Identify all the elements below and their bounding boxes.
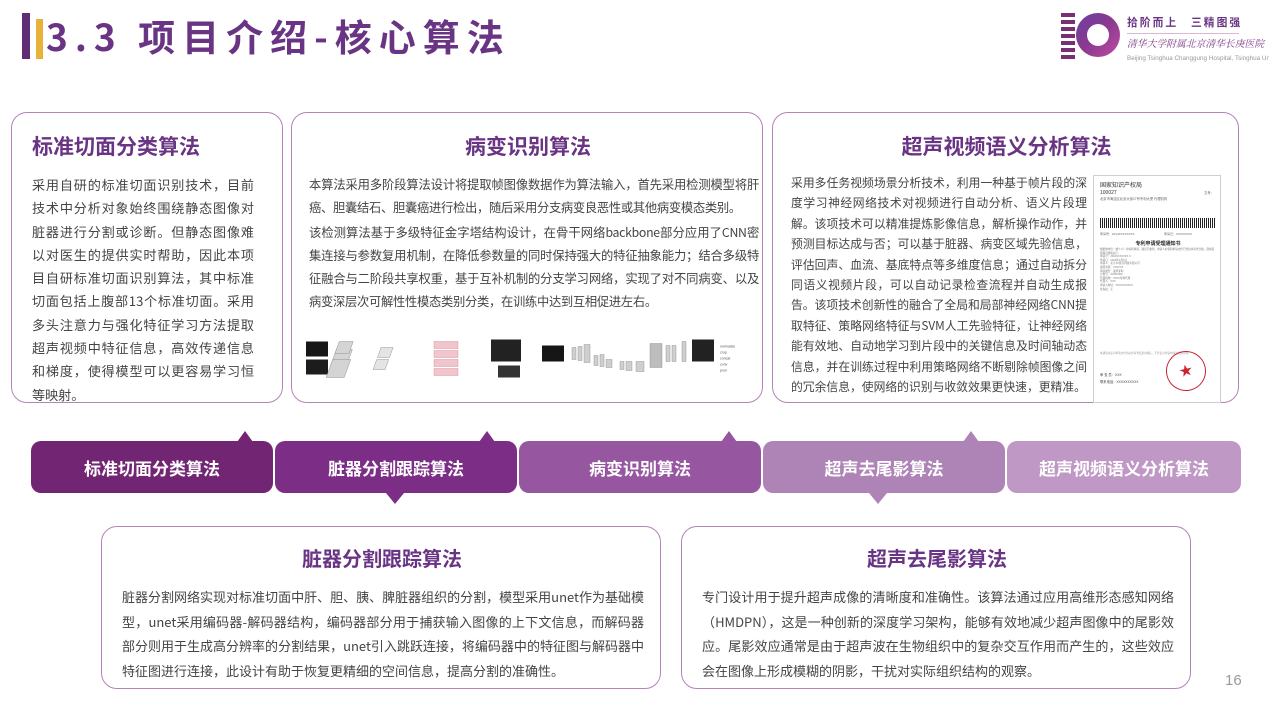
svg-text:conv: conv (720, 363, 728, 367)
svg-text:pool: pool (720, 369, 727, 373)
svg-text:concat: concat (720, 357, 730, 361)
svg-text:crop: crop (720, 351, 727, 355)
svg-text:normalize: normalize (720, 345, 735, 349)
